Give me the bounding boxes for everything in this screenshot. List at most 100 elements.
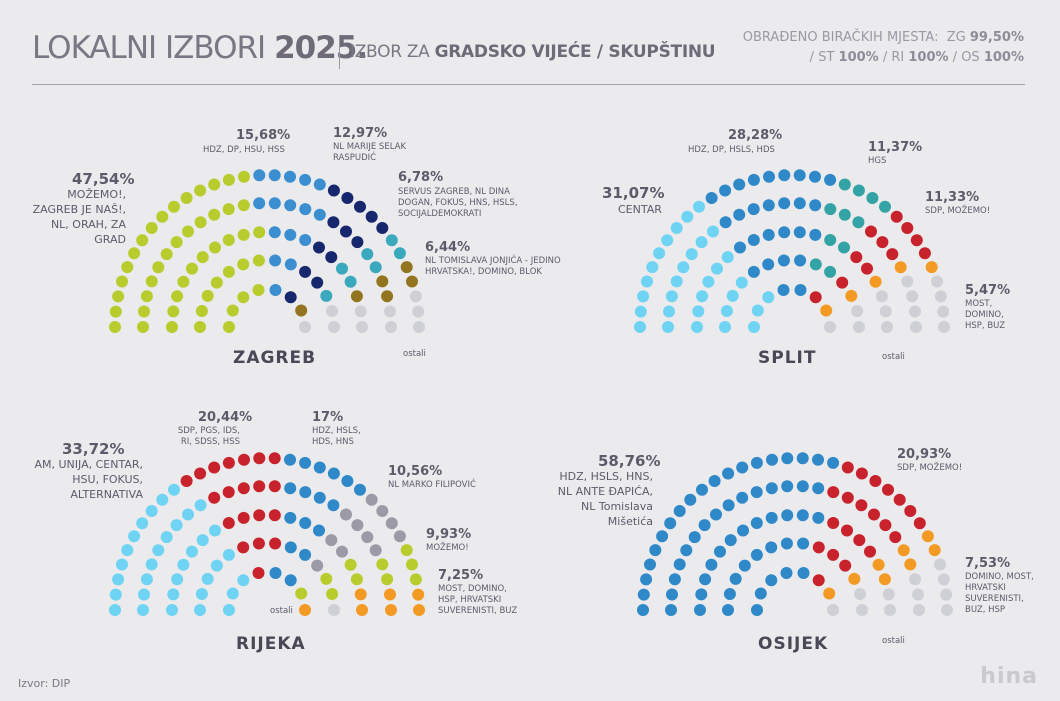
party-pct: 5,47% — [965, 283, 1011, 298]
seat-dot — [145, 275, 158, 288]
seat-dot — [112, 290, 125, 303]
seat-dot — [253, 480, 266, 493]
seat-dot — [182, 508, 194, 521]
seat-dot — [145, 558, 158, 571]
seat-dot — [195, 305, 208, 317]
party-pct: 20,93% — [897, 447, 952, 462]
seat-dot — [186, 545, 198, 558]
party-pct: 6,44% — [425, 240, 471, 255]
seat-dot — [765, 511, 778, 524]
seat-dot — [750, 548, 763, 561]
party-pct: 33,72% — [62, 440, 125, 458]
seat-dot — [934, 558, 946, 571]
city-title-osijek: OSIJEK — [758, 634, 829, 654]
seat-dot — [137, 321, 149, 333]
seat-dot — [673, 558, 686, 571]
seat-dot — [841, 461, 854, 474]
seat-dot — [328, 604, 340, 616]
seat-dot — [109, 305, 122, 318]
seat-dot — [722, 499, 735, 512]
seat-dot — [299, 486, 312, 499]
seat-dot — [824, 321, 836, 333]
seat-dot — [879, 519, 892, 532]
seat-dot — [762, 291, 775, 304]
seat-dot — [182, 225, 194, 238]
seat-dot — [340, 508, 352, 521]
seat-dot — [413, 604, 425, 616]
city-title-rijeka: RIJEKA — [236, 634, 306, 654]
seat-dot — [838, 241, 850, 254]
seat-dot — [284, 541, 297, 554]
seat-dot — [719, 321, 731, 333]
seat-dot — [827, 548, 840, 561]
seat-dot — [692, 305, 705, 318]
seat-dot — [109, 588, 122, 601]
party-name: NL MARKO FILIPOVIĆ — [388, 480, 476, 490]
seat-dot — [693, 200, 705, 213]
seat-dot — [921, 530, 934, 543]
seat-dot — [778, 169, 791, 182]
seat-dot — [327, 184, 340, 197]
hemicycle-rijeka — [109, 452, 425, 616]
seat-dot — [735, 276, 748, 289]
seat-dot — [237, 291, 250, 304]
seat-dot — [156, 210, 169, 223]
seat-dot — [299, 321, 311, 333]
seat-dot — [238, 170, 250, 183]
seat-dot — [223, 604, 235, 616]
seat-dot — [325, 251, 338, 264]
seat-dot — [637, 604, 649, 616]
seat-dot — [237, 541, 250, 554]
seat-dot — [809, 228, 822, 241]
seat-dot — [222, 548, 235, 561]
seat-dot — [327, 467, 340, 480]
seat-dot — [881, 321, 893, 333]
party-name: HDZ, HSLS, HNS, NL ANTE ĐAPIĆA, NL Tomis… — [557, 470, 653, 528]
seat-dot — [409, 573, 422, 586]
seat-dot — [738, 559, 751, 572]
party-pct: 47,54% — [72, 170, 135, 188]
seat-dot — [909, 573, 922, 586]
seat-dot — [889, 531, 902, 544]
source-note: Izvor: DIP — [18, 677, 71, 690]
seat-dot — [841, 524, 853, 537]
seat-dot — [340, 225, 352, 238]
seat-dot — [925, 261, 938, 274]
party-name: HDZ, DP, HSU, HSS — [203, 145, 285, 155]
seat-dot — [909, 305, 921, 318]
processed-polling-stations: OBRAĐENO BIRAČKIH MJESTA: ZG 99,50% / ST… — [742, 30, 1024, 65]
seat-dot — [210, 559, 223, 572]
seat-dot — [226, 304, 239, 317]
seat-dot — [733, 208, 746, 221]
seat-dot — [253, 226, 266, 239]
seat-dot — [354, 588, 367, 601]
seat-dot — [827, 517, 840, 529]
seat-dot — [762, 258, 775, 271]
seat-dot — [637, 588, 650, 601]
seat-dot — [913, 604, 925, 616]
party-pct: 10,56% — [388, 464, 443, 479]
seat-dot — [711, 262, 723, 275]
seat-dot — [663, 305, 675, 318]
seat-dot — [268, 480, 281, 493]
seat-dot — [166, 604, 178, 616]
seat-dot — [170, 519, 183, 532]
seat-dot — [194, 321, 206, 333]
seat-dot — [762, 199, 775, 212]
seat-dot — [168, 483, 180, 496]
seat-dot — [412, 305, 425, 318]
party-pct: 12,97% — [333, 126, 388, 141]
seat-dot — [325, 534, 338, 547]
seat-dot — [194, 216, 207, 229]
seat-dot — [941, 604, 953, 616]
seat-dot — [208, 461, 221, 474]
seat-dot — [299, 548, 312, 561]
seat-dot — [413, 321, 425, 333]
seat-dot — [733, 178, 746, 191]
hina-logo: hina — [980, 664, 1038, 689]
seat-dot — [695, 236, 708, 249]
seat-dot — [194, 604, 206, 616]
seat-dot — [284, 199, 297, 212]
seat-dot — [653, 247, 666, 260]
